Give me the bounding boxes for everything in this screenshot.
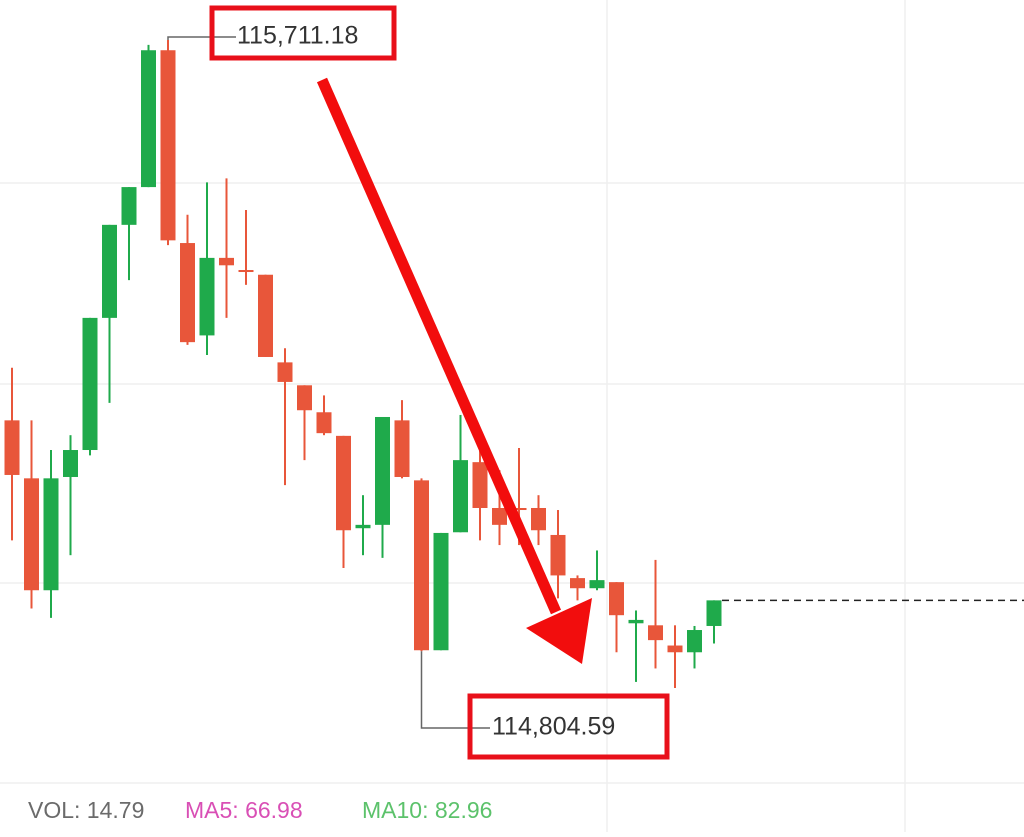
candle-body xyxy=(63,450,78,477)
candle-body xyxy=(551,535,566,575)
candle-body xyxy=(629,620,644,623)
candle-body xyxy=(258,275,273,357)
candle-body xyxy=(434,533,449,650)
candle-body xyxy=(453,460,468,532)
candle-body xyxy=(414,480,429,650)
high-label: 115,711.18 xyxy=(237,22,358,50)
candle-body xyxy=(375,417,390,525)
candle-body xyxy=(473,462,488,508)
candle-body xyxy=(707,600,722,626)
candle-body xyxy=(492,508,507,525)
indicator-bar: VOL: 14.79 MA5: 66.98 MA10: 82.96 xyxy=(28,797,492,823)
candle-body xyxy=(161,50,176,240)
candle-body xyxy=(5,420,20,475)
candle-body xyxy=(83,318,98,450)
candle-body xyxy=(687,630,702,652)
arrow xyxy=(322,80,592,664)
high-leader xyxy=(168,37,236,40)
candle-body xyxy=(180,243,195,342)
candle-body xyxy=(278,362,293,382)
candle-body xyxy=(239,270,254,272)
candle-body xyxy=(648,625,663,640)
indicator: MA10: 82.96 xyxy=(362,797,492,823)
candle-body xyxy=(24,478,39,590)
candles xyxy=(5,40,1024,688)
low-leader xyxy=(422,651,491,728)
candle-body xyxy=(570,578,585,588)
candle-body xyxy=(122,187,137,225)
indicator: MA5: 66.98 xyxy=(185,797,303,823)
candle-body xyxy=(44,478,59,590)
candle-body xyxy=(609,582,624,615)
arrow-shaft xyxy=(322,80,556,612)
low-label: 114,804.59 xyxy=(492,713,615,741)
candle-body xyxy=(336,436,351,530)
candle-body xyxy=(531,508,546,530)
candle-body xyxy=(200,258,215,336)
candle-body xyxy=(219,258,234,265)
candle-body xyxy=(102,225,117,318)
candle-body xyxy=(356,525,371,528)
candle-body xyxy=(317,412,332,433)
candle-body xyxy=(141,50,156,187)
candle-body xyxy=(297,385,312,410)
candle-body xyxy=(668,646,683,653)
candle-body xyxy=(395,420,410,477)
indicator: VOL: 14.79 xyxy=(28,797,144,823)
candle-body xyxy=(590,580,605,588)
